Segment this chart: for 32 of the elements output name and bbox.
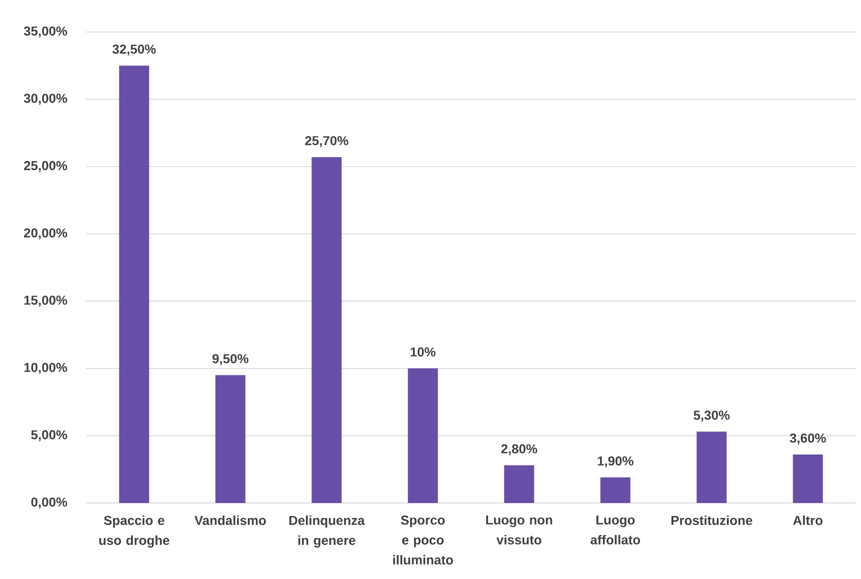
bar: [504, 465, 534, 503]
data-label: 2,80%: [501, 444, 538, 456]
y-tick-label: 5,00%: [31, 430, 68, 442]
x-tick-label: Vandalismo: [194, 516, 266, 526]
y-tick-label: 10,00%: [24, 362, 68, 374]
x-tick-label: Luogo non vissuto: [486, 516, 552, 544]
x-tick-label: Sporco e poco illuminato: [393, 516, 453, 565]
data-label: 25,70%: [305, 136, 348, 148]
data-label: 10%: [410, 347, 436, 357]
data-label: 32,50%: [112, 44, 156, 56]
bar: [792, 454, 823, 503]
y-tick-label: 30,00%: [24, 94, 68, 105]
bar: [312, 157, 342, 503]
y-tick-label: 25,00%: [24, 161, 68, 172]
data-label: 9,50%: [212, 354, 248, 366]
data-label: 3,60%: [790, 433, 826, 445]
data-label: 5,30%: [694, 410, 730, 422]
bar: [696, 432, 727, 503]
x-tick-label: Altro: [793, 516, 822, 526]
bar: [600, 477, 630, 503]
x-tick-label: Spaccio e uso droghe: [99, 516, 170, 548]
bar: [119, 66, 150, 503]
y-tick-label: 15,00%: [24, 296, 68, 307]
x-tick-label: Delinquenza in genere: [289, 516, 365, 548]
y-tick-label: 20,00%: [24, 228, 68, 240]
bar: [215, 375, 246, 503]
y-tick-label: 35,00%: [24, 26, 68, 38]
x-tick-label: Luogo affollato: [590, 516, 640, 544]
y-tick-label: 0,00%: [31, 497, 68, 509]
bar: [408, 368, 438, 503]
data-label: 1,90%: [598, 456, 634, 468]
x-tick-label: Prostituzione: [671, 516, 752, 526]
